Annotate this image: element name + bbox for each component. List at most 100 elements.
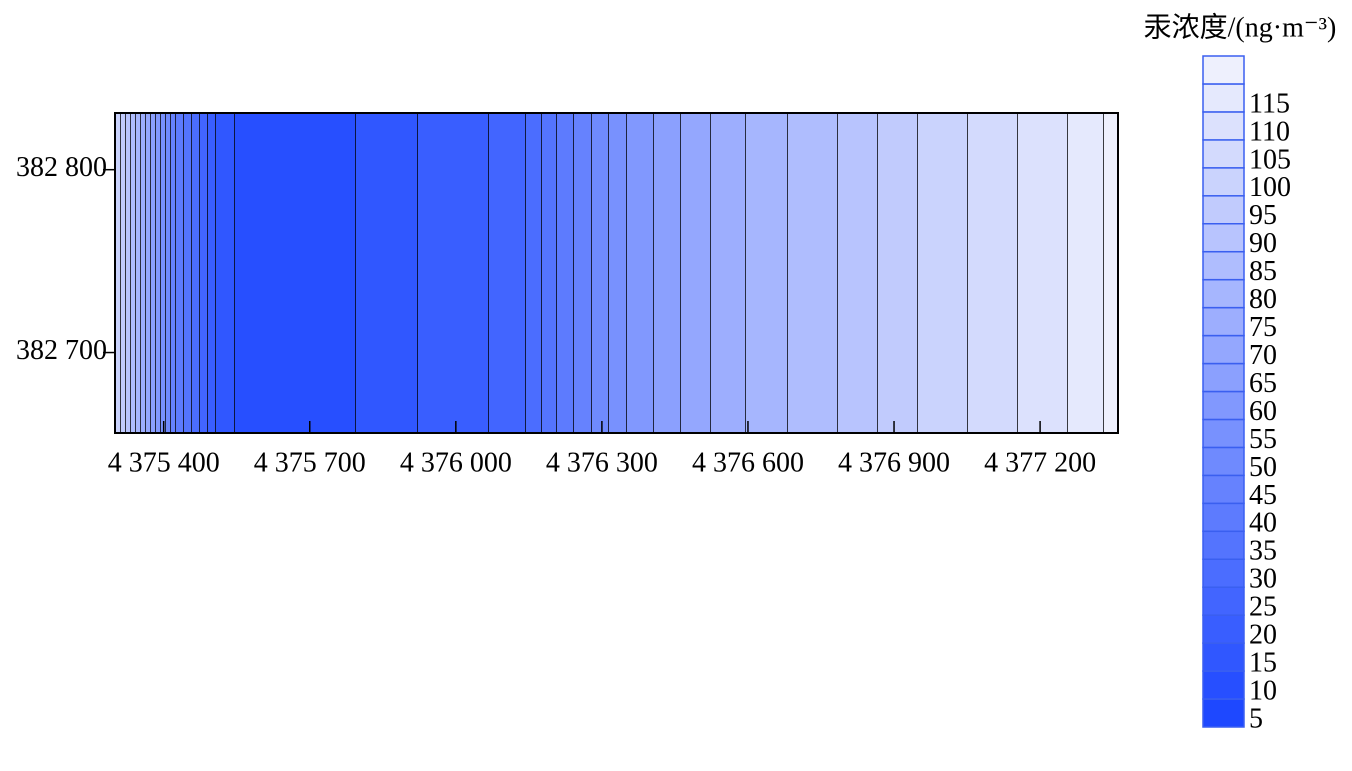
contour-band: [171, 113, 177, 433]
x-tick-label: 4 375 700: [254, 447, 366, 478]
contour-band: [161, 113, 167, 433]
colorbar-swatch: [1202, 167, 1245, 197]
colorbar-label: 25: [1249, 592, 1277, 623]
colorbar-label: 110: [1249, 116, 1290, 147]
x-tick-label: 4 376 300: [546, 447, 658, 478]
contour-band: [235, 113, 357, 433]
colorbar-swatch: [1202, 642, 1245, 672]
colorbar-label: 85: [1249, 256, 1277, 287]
contour-band: [116, 113, 122, 433]
contour-band: [200, 113, 209, 433]
colorbar-label: 45: [1249, 480, 1277, 511]
x-tick-label: 4 376 900: [838, 447, 950, 478]
contour-band: [557, 113, 575, 433]
colorbar-swatch: [1202, 334, 1245, 365]
x-tick-label: 4 376 000: [400, 447, 512, 478]
contour-band: [192, 113, 201, 433]
colorbar-swatch: [1202, 446, 1245, 477]
colorbar-label: 100: [1249, 172, 1291, 203]
contour-band: [146, 113, 152, 433]
contour-band: [156, 113, 162, 433]
colorbar-swatch: [1202, 614, 1245, 644]
colorbar-label: 115: [1249, 88, 1290, 119]
colorbar-swatch: [1202, 390, 1245, 421]
colorbar-swatch: [1202, 558, 1245, 588]
colorbar-swatch: [1202, 670, 1245, 700]
colorbar-swatch: [1202, 418, 1245, 449]
contour-band: [126, 113, 132, 433]
contour-band: [121, 113, 127, 433]
contour-band: [968, 113, 1019, 433]
contour-band: [542, 113, 558, 433]
colorbar-label: 5: [1249, 703, 1263, 734]
contour-band: [1068, 113, 1105, 433]
colorbar-swatch: [1202, 83, 1245, 113]
colorbar-label: 55: [1249, 424, 1277, 455]
colorbar-swatch: [1202, 306, 1245, 337]
colorbar-swatch: [1202, 530, 1245, 561]
contour-band: [526, 113, 543, 433]
colorbar-label: 75: [1249, 312, 1277, 343]
colorbar-swatch: [1202, 223, 1245, 253]
contour-band: [356, 113, 419, 433]
colorbar-label: 65: [1249, 368, 1277, 399]
contour-band: [574, 113, 593, 433]
contour-band: [418, 113, 490, 433]
contour-band: [654, 113, 682, 433]
colorbar-swatch: [1202, 474, 1245, 505]
colorbar-label: 20: [1249, 620, 1277, 651]
contour-band: [788, 113, 839, 433]
colorbar-label: 10: [1249, 675, 1277, 706]
contour-band: [878, 113, 919, 433]
plot-frame: [114, 112, 1119, 434]
colorbar-swatch: [1202, 502, 1245, 533]
y-tick-label: 382 700: [16, 335, 107, 366]
colorbar-swatch: [1202, 55, 1245, 85]
contour-band: [208, 113, 217, 433]
x-tick-label: 4 375 400: [108, 447, 220, 478]
contour-band: [838, 113, 879, 433]
contour-band: [1104, 113, 1119, 433]
colorbar-swatch: [1202, 362, 1245, 393]
colorbar-label: 80: [1249, 284, 1277, 315]
colorbar-swatch: [1202, 698, 1245, 728]
colorbar-swatch: [1202, 586, 1245, 616]
colorbar-label: 40: [1249, 508, 1277, 539]
contour-band: [609, 113, 628, 433]
y-tick-label: 382 800: [16, 152, 107, 183]
contour-band: [216, 113, 236, 433]
contour-band: [489, 113, 527, 433]
colorbar-label: 35: [1249, 536, 1277, 567]
contour-band: [176, 113, 185, 433]
contour-band: [681, 113, 712, 433]
colorbar-swatch: [1202, 278, 1245, 309]
colorbar-swatch: [1202, 111, 1245, 141]
contour-band: [711, 113, 747, 433]
colorbar-label: 70: [1249, 340, 1277, 371]
x-tick-label: 4 376 600: [692, 447, 804, 478]
contour-band: [141, 113, 147, 433]
contour-band: [592, 113, 610, 433]
x-tick-label: 4 377 200: [984, 447, 1096, 478]
colorbar-label: 30: [1249, 564, 1277, 595]
contour-band: [136, 113, 142, 433]
contour-band: [1018, 113, 1069, 433]
colorbar-label: 50: [1249, 452, 1277, 483]
colorbar-swatch: [1202, 250, 1245, 281]
contour-band: [131, 113, 137, 433]
colorbar-label: 105: [1249, 144, 1291, 175]
contour-band: [918, 113, 969, 433]
colorbar-swatch: [1202, 195, 1245, 225]
contour-band: [151, 113, 157, 433]
colorbar-label: 90: [1249, 228, 1277, 259]
colorbar-title: 汞浓度/(ng·m⁻³): [1144, 11, 1337, 43]
contour-band: [166, 113, 172, 433]
colorbar-label: 95: [1249, 200, 1277, 231]
contour-band: [746, 113, 789, 433]
colorbar-label: 60: [1249, 396, 1277, 427]
contour-band: [627, 113, 655, 433]
colorbar-label: 15: [1249, 648, 1277, 679]
colorbar-swatch: [1202, 139, 1245, 169]
contour-band: [184, 113, 193, 433]
